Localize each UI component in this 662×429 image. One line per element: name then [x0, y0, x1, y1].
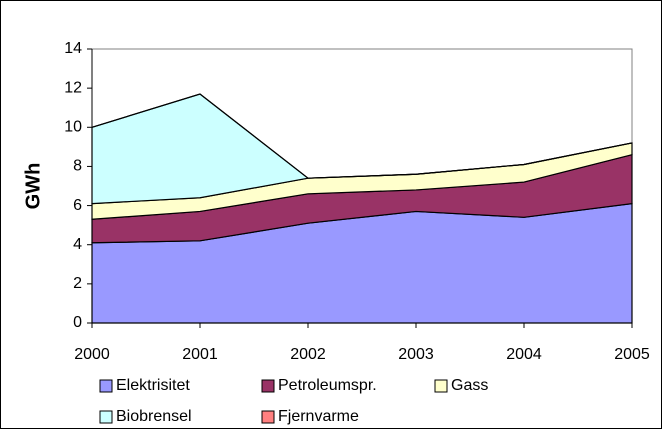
y-tick-label: 6 — [73, 197, 82, 214]
legend-swatch — [434, 379, 448, 393]
legend-swatch — [261, 410, 275, 424]
x-tick-label: 2000 — [74, 346, 110, 363]
area — [91, 93, 633, 179]
legend-swatch — [261, 379, 275, 393]
legend-label: Biobrensel — [116, 408, 192, 425]
y-tick-label: 2 — [73, 275, 82, 292]
x-tick-label: 2003 — [398, 346, 434, 363]
x-tick-label: 2002 — [290, 346, 326, 363]
legend-label: Fjernvarme — [278, 408, 359, 425]
y-tick-label: 10 — [64, 119, 82, 136]
legend-swatch — [99, 410, 113, 424]
legend-label: Elektrisitet — [116, 377, 190, 394]
y-tick-label: 8 — [73, 158, 82, 175]
x-tick-label: 2004 — [506, 346, 542, 363]
y-tick-label: 12 — [64, 79, 82, 96]
x-tick-label: 2005 — [614, 346, 650, 363]
legend-swatch — [99, 379, 113, 393]
y-tick-label: 14 — [64, 40, 82, 57]
legend-label: Petroleumspr. — [278, 377, 377, 394]
y-tick-label: 0 — [73, 314, 82, 331]
legend-label: Gass — [451, 377, 488, 394]
y-axis-label: GWh — [22, 163, 44, 210]
x-tick-label: 2001 — [182, 346, 218, 363]
y-tick-label: 4 — [73, 236, 82, 253]
